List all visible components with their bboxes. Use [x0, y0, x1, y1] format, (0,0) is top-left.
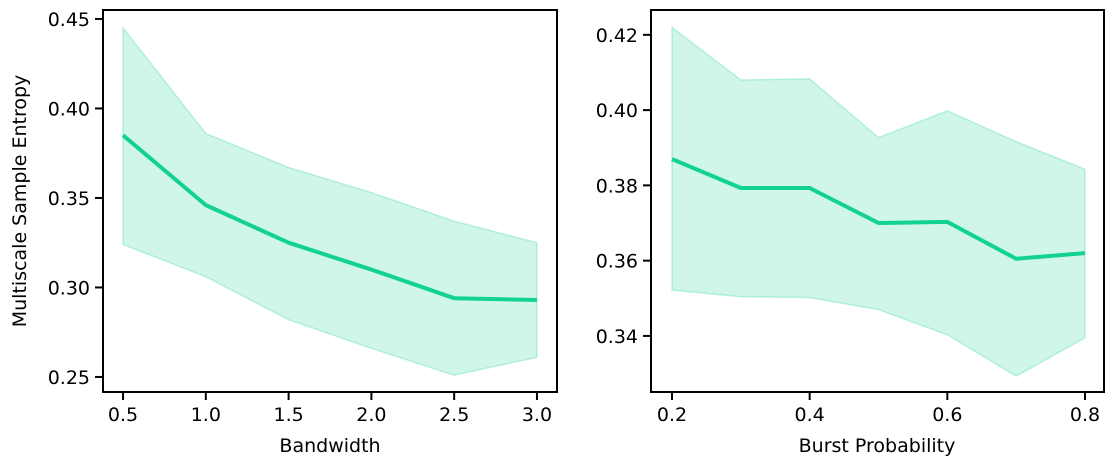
y-tick-label: 0.34 — [596, 326, 638, 348]
x-tick-label: 1.5 — [273, 404, 303, 426]
confidence-band — [123, 28, 537, 375]
y-tick-label: 0.40 — [48, 98, 90, 120]
y-tick-label: 0.36 — [596, 251, 638, 273]
y-tick-label: 0.35 — [48, 188, 90, 210]
y-tick-label: 0.40 — [596, 100, 638, 122]
x-tick-label: 2.5 — [439, 404, 469, 426]
y-tick-label: 0.25 — [48, 367, 90, 389]
x-tick-label: 0.8 — [1070, 404, 1100, 426]
x-tick-label: 0.6 — [932, 404, 962, 426]
x-tick-label: 3.0 — [522, 404, 552, 426]
x-axis-label: Bandwidth — [279, 435, 380, 457]
x-tick-label: 0.2 — [657, 404, 687, 426]
x-tick-label: 1.0 — [191, 404, 221, 426]
x-tick-label: 0.4 — [795, 404, 825, 426]
y-tick-label: 0.38 — [596, 175, 638, 197]
bandwidth-entropy-plot: Multiscale Sample Entropy Bandwidth 0.5 1… — [9, 9, 557, 457]
y-tick-label: 0.45 — [48, 9, 90, 31]
x-tick-label: 0.5 — [108, 404, 138, 426]
x-tick-label: 2.0 — [356, 404, 386, 426]
y-tick-label: 0.42 — [596, 25, 638, 47]
confidence-band — [672, 27, 1085, 376]
y-axis-label: Multiscale Sample Entropy — [9, 75, 31, 328]
burst-probability-entropy-plot: Burst Probability 0.2 0.4 0.6 0.8 0.34 0.36 0.… — [596, 10, 1104, 457]
y-tick-label: 0.30 — [48, 277, 90, 299]
x-axis-label: Burst Probability — [799, 435, 956, 457]
